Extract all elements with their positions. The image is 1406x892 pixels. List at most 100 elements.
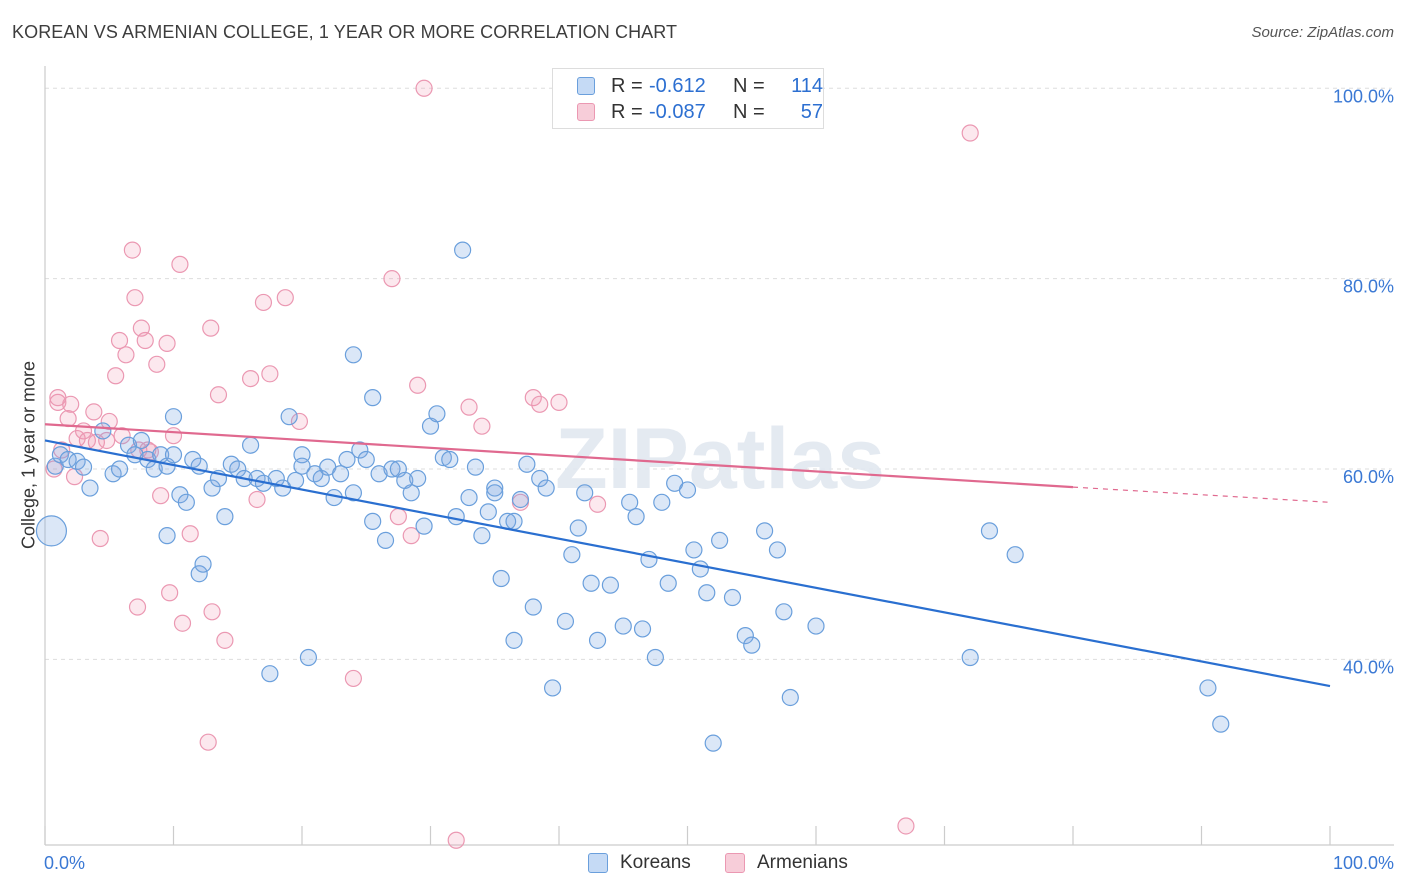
korean-point — [685, 541, 703, 559]
armenian-point — [113, 427, 131, 445]
korean-point — [563, 546, 581, 564]
armenian-point — [402, 527, 420, 545]
y-tick-label: 60.0% — [1343, 467, 1394, 487]
korean-point — [466, 458, 485, 476]
korean-point — [492, 569, 510, 588]
r-label: R = — [611, 101, 643, 123]
armenian-point — [100, 412, 118, 431]
korean-point — [119, 436, 138, 454]
korean-point — [190, 565, 208, 583]
armenian-point — [158, 334, 176, 352]
armenian-point — [126, 289, 144, 307]
korean-point — [1006, 546, 1024, 564]
armenian-point — [242, 369, 260, 388]
korean-point — [242, 436, 260, 454]
korean-point — [293, 457, 311, 475]
n-label: N = — [733, 75, 765, 97]
korean-point — [678, 481, 697, 499]
armenian-point — [173, 614, 192, 632]
korean-point — [184, 450, 202, 469]
korean-point — [1199, 679, 1217, 697]
armenians-swatch — [577, 103, 595, 121]
armenian-point — [524, 389, 542, 407]
korean-point — [633, 620, 652, 638]
korean-point — [704, 734, 722, 752]
armenian-point — [171, 255, 189, 273]
armenian-point — [261, 365, 279, 383]
korean-point — [338, 450, 356, 469]
armenian-point — [290, 412, 309, 431]
armenian-point — [49, 393, 67, 411]
armenian-point — [550, 393, 568, 411]
n-label: N = — [733, 101, 765, 123]
korean-point — [524, 598, 542, 616]
armenian-point — [447, 831, 465, 849]
armenian-point — [98, 431, 116, 450]
korean-point — [364, 512, 382, 530]
korean-point — [505, 512, 523, 530]
armenian-point — [344, 669, 362, 688]
korean-point — [164, 408, 183, 426]
korean-point — [1212, 715, 1230, 733]
armenian-point — [91, 529, 109, 548]
korean-point — [486, 479, 504, 497]
y-axis-label: College, 1 year or more — [18, 360, 39, 550]
korean-point — [775, 603, 793, 621]
korean-point — [194, 555, 212, 573]
korean-point — [743, 636, 761, 654]
korean-point — [460, 488, 478, 507]
armenian-point — [136, 331, 154, 350]
armenian-point — [110, 331, 129, 350]
tick-labels: 40.0% 60.0% 80.0% 100.0% 0.0% 100.0% — [44, 86, 1394, 873]
korean-point — [646, 648, 664, 667]
korean-point — [980, 522, 999, 540]
armenians-swatch — [725, 853, 745, 873]
armenian-point — [117, 346, 135, 364]
korean-point — [659, 574, 677, 592]
korean-point — [344, 484, 362, 502]
armenian-point — [85, 403, 103, 421]
korean-point — [299, 648, 318, 667]
korean-point — [110, 460, 129, 478]
axes — [44, 66, 1394, 846]
korean-point — [158, 527, 176, 545]
korean-point — [531, 469, 549, 488]
n-value: 114 — [791, 75, 823, 97]
korean-point — [711, 531, 729, 550]
korean-point — [755, 522, 774, 540]
armenian-point — [276, 289, 294, 307]
armenian-point — [45, 460, 63, 478]
armenian-point — [139, 441, 157, 459]
armenian-point — [473, 417, 491, 435]
korean-point — [415, 517, 433, 535]
korean-point — [614, 617, 632, 635]
korean-point — [132, 431, 150, 450]
armenian-point — [107, 367, 125, 385]
korean-point — [164, 446, 183, 464]
korean-point — [588, 631, 607, 649]
korean-point — [473, 527, 491, 545]
armenian-point — [415, 79, 433, 97]
korean-point — [203, 479, 221, 497]
armenian-point — [254, 293, 273, 312]
armenians-trendline — [44, 423, 1074, 489]
x-tick-label: 0.0% — [44, 853, 85, 873]
armenian-point — [248, 490, 266, 509]
source-label: Source: ZipAtlas.com — [1251, 24, 1394, 41]
korean-point — [556, 612, 575, 630]
armenian-point — [161, 584, 179, 602]
armenian-point — [588, 495, 607, 513]
korean-point — [286, 471, 305, 490]
armenian-point — [203, 603, 221, 621]
armenian-point — [123, 241, 141, 259]
korean-point — [454, 241, 472, 259]
trendlines — [44, 423, 1331, 688]
armenians-label: Armenians — [757, 852, 848, 873]
armenian-point — [961, 124, 979, 142]
y-tick-label: 100.0% — [1333, 86, 1394, 106]
korean-point — [441, 450, 459, 469]
korean-point — [280, 408, 298, 426]
korean-point — [698, 584, 716, 602]
korean-point — [601, 576, 620, 594]
armenian-point — [389, 508, 407, 526]
